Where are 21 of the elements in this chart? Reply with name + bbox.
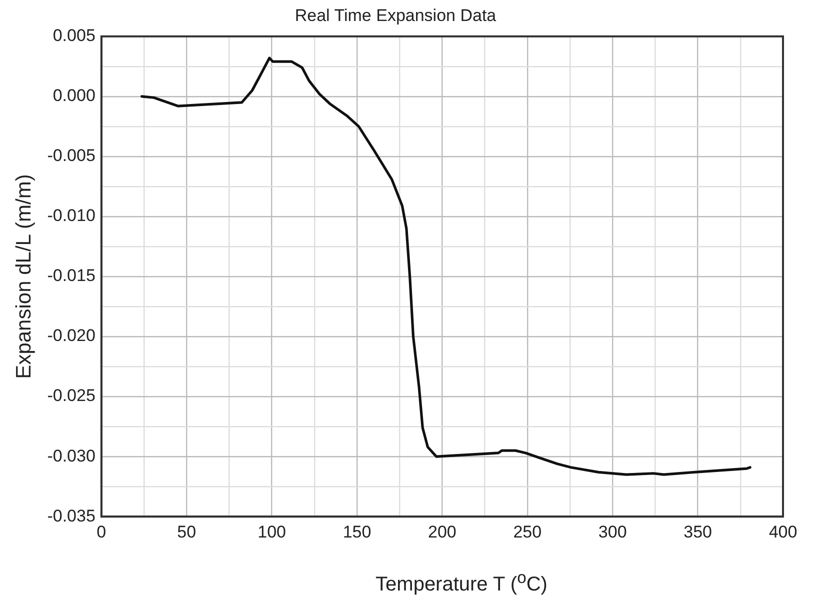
y-axis-title: Expansion dL/L (m/m) <box>12 174 36 379</box>
x-tick-label: 250 <box>513 522 542 542</box>
x-tick-label: 100 <box>258 522 286 542</box>
x-tick-label: 50 <box>177 522 196 542</box>
y-tick-label: 0.000 <box>52 86 96 106</box>
x-tick-label: 300 <box>598 522 627 542</box>
chart-title: Real Time Expansion Data <box>294 6 497 25</box>
x-axis-title: Temperature T ($^{o}$C) <box>374 568 548 597</box>
x-tick-label: 400 <box>768 522 798 542</box>
y-tick-label: 0.005 <box>52 26 96 46</box>
y-tick-label: -0.020 <box>47 326 96 346</box>
y-tick-label: -0.025 <box>47 386 96 406</box>
x-tick-label: 350 <box>684 522 712 542</box>
y-tick-label: -0.005 <box>47 146 96 166</box>
y-tick-label: -0.015 <box>47 266 96 286</box>
x-tick-label: 150 <box>342 522 372 542</box>
x-tick-label: 200 <box>428 522 456 542</box>
y-tick-label: -0.035 <box>47 506 96 526</box>
x-tick-label: 0 <box>96 522 106 542</box>
y-tick-label: -0.030 <box>47 446 96 466</box>
y-tick-label: -0.010 <box>47 206 96 226</box>
